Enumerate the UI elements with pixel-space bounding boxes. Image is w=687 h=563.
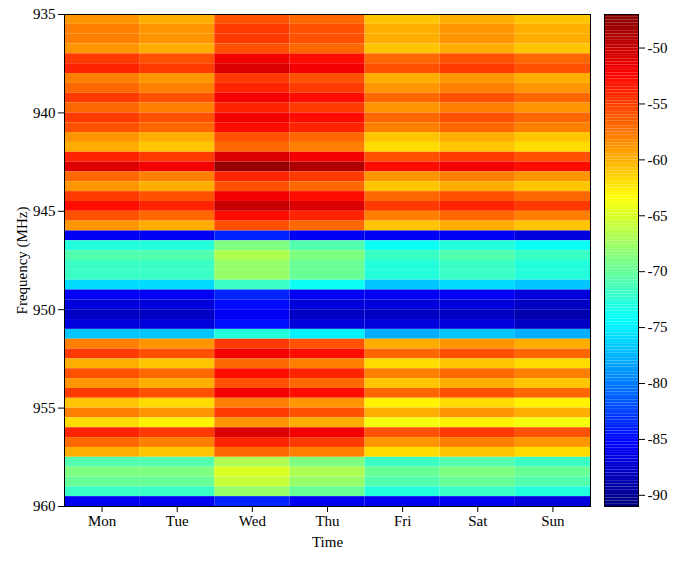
svg-text:-80: -80 xyxy=(648,375,668,391)
svg-text:955: 955 xyxy=(33,400,56,416)
svg-text:940: 940 xyxy=(33,105,56,121)
svg-text:Sat: Sat xyxy=(468,513,488,529)
svg-text:Sun: Sun xyxy=(541,513,565,529)
svg-text:-60: -60 xyxy=(648,152,668,168)
svg-text:-70: -70 xyxy=(648,263,668,279)
svg-text:-65: -65 xyxy=(648,208,668,224)
svg-text:-75: -75 xyxy=(648,319,668,335)
svg-text:Frequency (MHz): Frequency (MHz) xyxy=(14,207,31,315)
svg-text:935: 935 xyxy=(33,6,56,22)
svg-text:-55: -55 xyxy=(648,96,668,112)
svg-text:945: 945 xyxy=(33,203,56,219)
svg-text:-50: -50 xyxy=(648,40,668,56)
svg-text:Time: Time xyxy=(312,534,343,550)
svg-text:950: 950 xyxy=(33,302,56,318)
svg-text:Mon: Mon xyxy=(88,513,117,529)
svg-text:Tue: Tue xyxy=(166,513,189,529)
svg-text:Wed: Wed xyxy=(239,513,267,529)
svg-text:Fri: Fri xyxy=(394,513,412,529)
svg-text:Thu: Thu xyxy=(315,513,340,529)
svg-text:-90: -90 xyxy=(648,487,668,503)
svg-text:960: 960 xyxy=(33,498,56,514)
svg-text:-85: -85 xyxy=(648,431,668,447)
